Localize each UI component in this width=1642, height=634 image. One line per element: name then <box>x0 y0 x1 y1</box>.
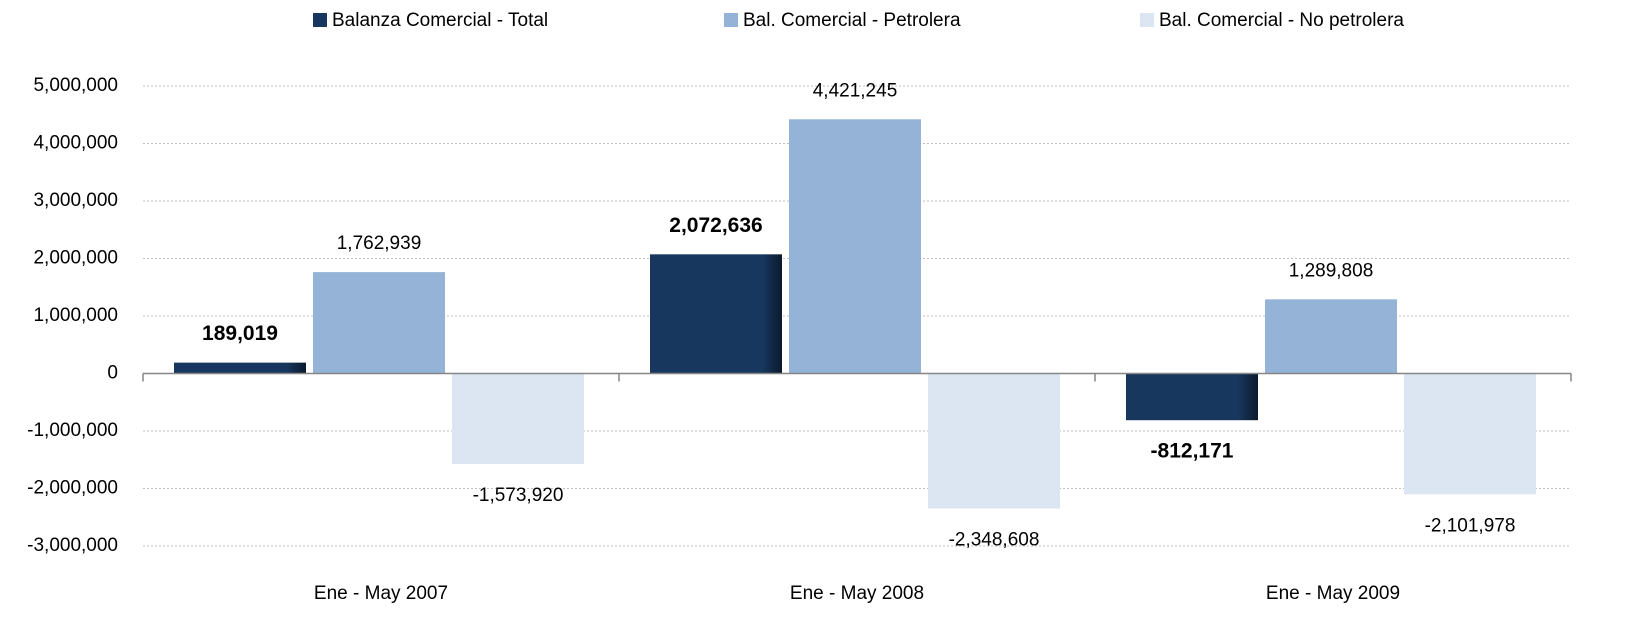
data-label: -812,171 <box>1151 440 1234 463</box>
bar <box>928 373 1060 509</box>
bar <box>650 254 782 374</box>
x-tick-label: Ene - May 2009 <box>1266 583 1400 604</box>
legend-swatch <box>724 13 738 27</box>
y-tick-label: 2,000,000 <box>33 248 118 269</box>
y-tick-label: 4,000,000 <box>33 133 118 154</box>
bar <box>1126 373 1258 421</box>
bar <box>452 373 584 465</box>
data-label: 4,421,245 <box>813 80 898 101</box>
x-tick-label: Ene - May 2007 <box>314 583 448 604</box>
data-label: -2,348,608 <box>949 530 1040 551</box>
y-tick-label: -1,000,000 <box>27 420 118 441</box>
legend-swatch <box>1140 13 1154 27</box>
bar <box>1404 373 1536 495</box>
data-label: 2,072,636 <box>669 214 762 237</box>
legend-label: Balanza Comercial - Total <box>332 10 548 31</box>
legend-label: Bal. Comercial - Petrolera <box>743 10 961 31</box>
legend-label: Bal. Comercial - No petrolera <box>1159 10 1404 31</box>
x-tick-label: Ene - May 2008 <box>790 583 924 604</box>
y-tick-label: 3,000,000 <box>33 190 118 211</box>
bar <box>789 119 921 374</box>
y-tick-label: 5,000,000 <box>33 75 118 96</box>
bar <box>174 362 306 374</box>
y-tick-label: 1,000,000 <box>33 305 118 326</box>
bar <box>313 272 445 374</box>
data-label: 1,289,808 <box>1289 260 1374 281</box>
legend-swatch <box>313 13 327 27</box>
data-label: -2,101,978 <box>1425 515 1516 536</box>
y-tick-label: 0 <box>107 363 118 384</box>
y-tick-label: -2,000,000 <box>27 478 118 499</box>
data-label: 189,019 <box>202 322 278 345</box>
data-label: 1,762,939 <box>337 233 422 254</box>
y-tick-label: -3,000,000 <box>27 535 118 556</box>
data-label: -1,573,920 <box>473 485 564 506</box>
bar <box>1265 299 1397 374</box>
